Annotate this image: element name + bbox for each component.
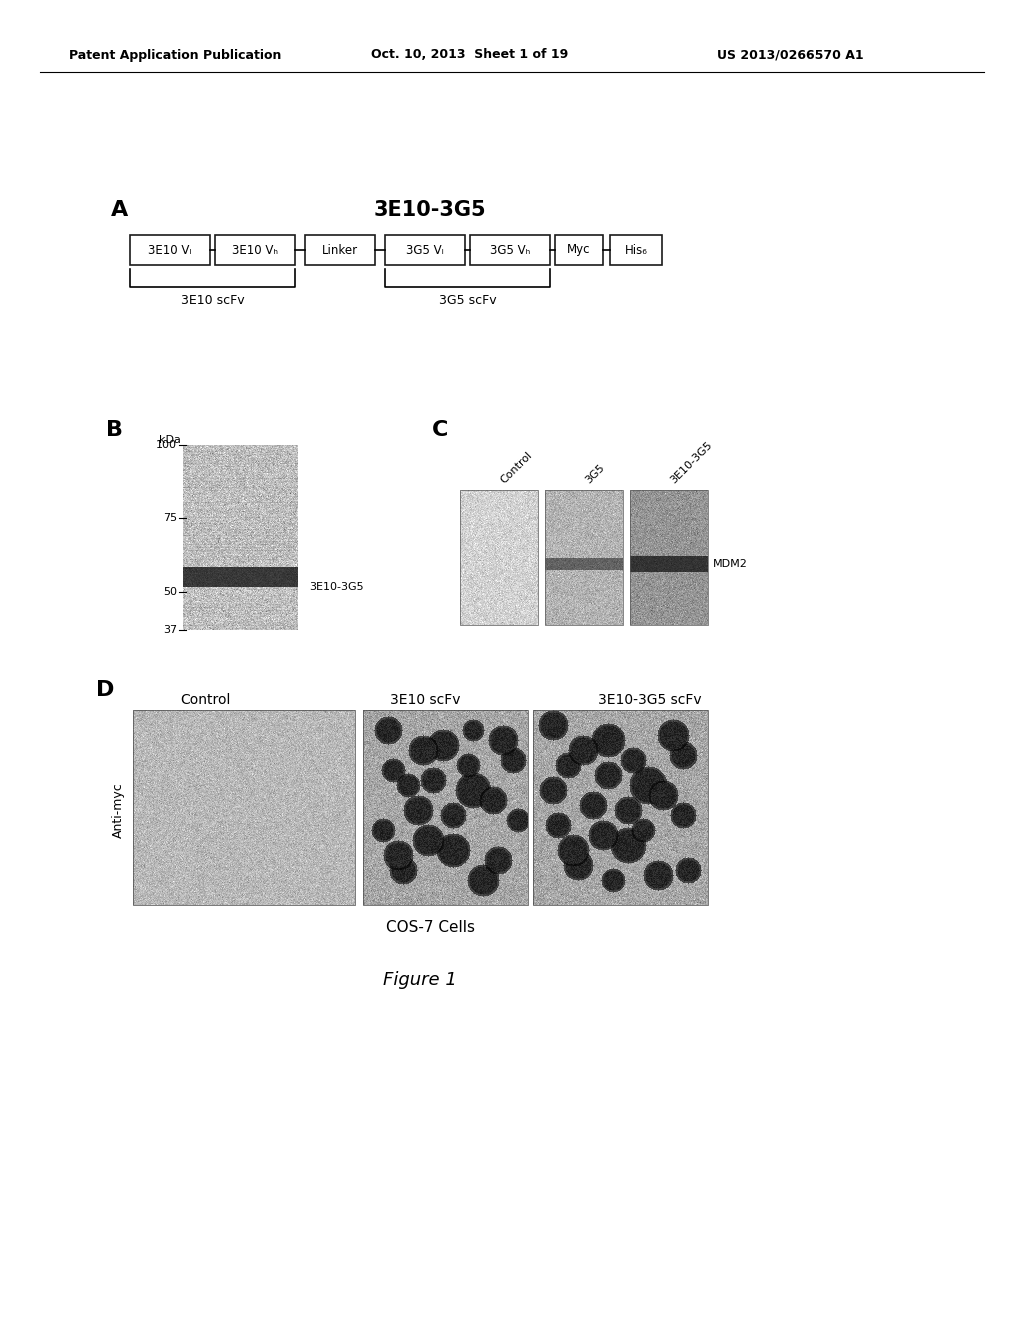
Text: C: C	[432, 420, 449, 440]
Text: Patent Application Publication: Patent Application Publication	[69, 49, 282, 62]
Bar	[555, 235, 603, 265]
Bar	[460, 490, 538, 624]
Text: 3E10 scFv: 3E10 scFv	[180, 294, 245, 308]
Bar	[470, 235, 550, 265]
Text: His₆: His₆	[625, 243, 647, 256]
Text: 3E10 Vₗ: 3E10 Vₗ	[148, 243, 191, 256]
Text: 3G5: 3G5	[584, 462, 607, 484]
Text: 3E10-3G5: 3E10-3G5	[669, 440, 715, 484]
Text: 3E10-3G5 scFv: 3E10-3G5 scFv	[598, 693, 701, 708]
Text: B: B	[106, 420, 124, 440]
Text: 3E10 Vₕ: 3E10 Vₕ	[232, 243, 279, 256]
Bar	[133, 710, 355, 906]
Bar	[610, 235, 662, 265]
Text: Figure 1: Figure 1	[383, 972, 457, 989]
Text: 3G5 scFv: 3G5 scFv	[438, 294, 497, 308]
Text: 3E10-3G5: 3E10-3G5	[374, 201, 486, 220]
Text: Anti-myc: Anti-myc	[112, 783, 125, 838]
Text: Myc: Myc	[567, 243, 591, 256]
Text: 3E10 scFv: 3E10 scFv	[390, 693, 460, 708]
Text: Oct. 10, 2013  Sheet 1 of 19: Oct. 10, 2013 Sheet 1 of 19	[372, 49, 568, 62]
Text: US 2013/0266570 A1: US 2013/0266570 A1	[717, 49, 863, 62]
Text: 100: 100	[156, 440, 177, 450]
Text: 37: 37	[163, 624, 177, 635]
Text: Control: Control	[499, 450, 535, 484]
Text: 3G5 Vₕ: 3G5 Vₕ	[489, 243, 530, 256]
Bar	[305, 235, 375, 265]
Bar	[130, 235, 210, 265]
Bar	[385, 235, 465, 265]
Text: kDa: kDa	[159, 436, 181, 445]
Bar	[545, 490, 623, 624]
Text: 75: 75	[163, 513, 177, 524]
Bar	[630, 490, 708, 624]
Bar	[534, 710, 708, 906]
Bar	[215, 235, 295, 265]
Text: A: A	[112, 201, 129, 220]
Text: Control: Control	[180, 693, 230, 708]
Text: 3G5 Vₗ: 3G5 Vₗ	[407, 243, 443, 256]
Text: MDM2: MDM2	[713, 560, 748, 569]
Text: 3E10-3G5: 3E10-3G5	[308, 582, 364, 591]
Bar	[362, 710, 528, 906]
Text: COS-7 Cells: COS-7 Cells	[385, 920, 474, 935]
Text: Linker: Linker	[322, 243, 358, 256]
Text: 50: 50	[163, 587, 177, 597]
Text: D: D	[96, 680, 115, 700]
